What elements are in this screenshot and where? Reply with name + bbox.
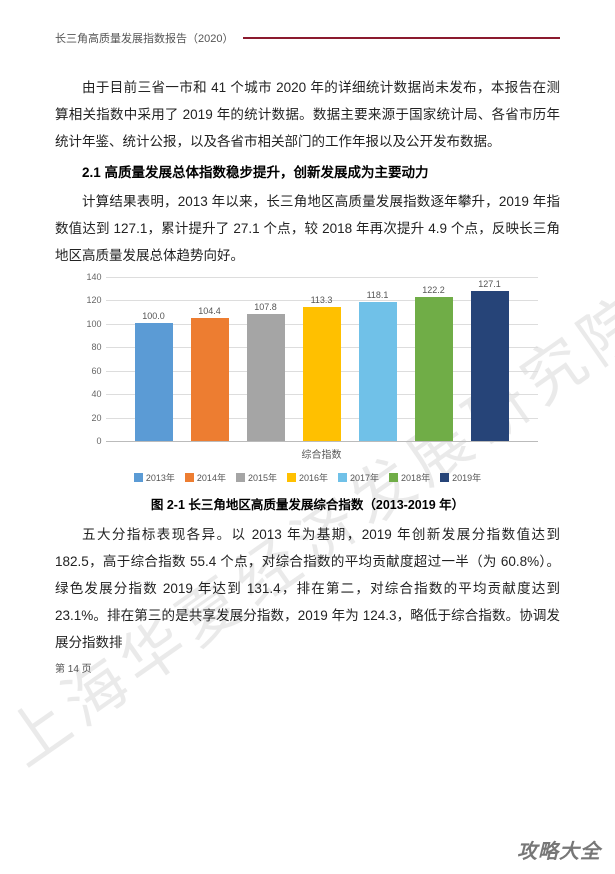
chart-bar-value-label: 104.4 <box>198 306 221 316</box>
chart-bars-group: 100.0 104.4 107.8 113.3 118.1 122.2 127.1 <box>106 277 538 441</box>
chart-legend: 2013年 2014年 2015年 2016年 2017年 2018年 2019年 <box>78 471 538 484</box>
paragraph-2: 计算结果表明，2013 年以来，长三角地区高质量发展指数逐年攀升，2019 年指… <box>55 188 560 269</box>
bar-chart: 020406080100120140100.0104.4107.8113.311… <box>78 277 538 484</box>
chart-bar-column: 107.8 <box>247 302 285 441</box>
legend-item: 2014年 <box>185 471 226 484</box>
page-number: 第 14 页 <box>55 660 560 675</box>
chart-bar <box>359 302 397 441</box>
legend-label: 2017年 <box>350 471 379 484</box>
chart-bar <box>191 318 229 441</box>
legend-label: 2016年 <box>299 471 328 484</box>
chart-ytick: 100 <box>78 319 102 329</box>
legend-label: 2018年 <box>401 471 430 484</box>
chart-bar-value-label: 100.0 <box>142 311 165 321</box>
chart-caption: 图 2-1 长三角地区高质量发展综合指数（2013-2019 年） <box>55 494 560 513</box>
legend-swatch <box>236 473 245 482</box>
legend-label: 2013年 <box>146 471 175 484</box>
chart-bar <box>415 297 453 441</box>
chart-ytick: 140 <box>78 272 102 282</box>
header-rule <box>243 37 560 39</box>
chart-ytick: 0 <box>78 436 102 446</box>
legend-swatch <box>440 473 449 482</box>
legend-label: 2015年 <box>248 471 277 484</box>
chart-bar <box>247 314 285 441</box>
legend-item: 2016年 <box>287 471 328 484</box>
footer-brand: 攻略大全 <box>517 835 601 864</box>
chart-ytick: 20 <box>78 413 102 423</box>
legend-swatch <box>134 473 143 482</box>
chart-bar-column: 122.2 <box>415 285 453 441</box>
chart-bar-value-label: 122.2 <box>422 285 445 295</box>
chart-bar-value-label: 118.1 <box>367 290 389 300</box>
chart-bar-column: 104.4 <box>191 306 229 441</box>
legend-swatch <box>338 473 347 482</box>
chart-ytick: 40 <box>78 389 102 399</box>
legend-label: 2014年 <box>197 471 226 484</box>
legend-item: 2018年 <box>389 471 430 484</box>
chart-bar-value-label: 113.3 <box>311 295 333 305</box>
chart-bar-column: 113.3 <box>303 295 341 441</box>
chart-bar <box>303 307 341 441</box>
legend-item: 2013年 <box>134 471 175 484</box>
chart-bar-value-label: 107.8 <box>254 302 277 312</box>
paragraph-3: 五大分指标表现各异。以 2013 年为基期，2019 年创新发展分指数值达到 1… <box>55 521 560 656</box>
legend-swatch <box>287 473 296 482</box>
chart-ytick: 120 <box>78 295 102 305</box>
chart-bar-column: 100.0 <box>135 311 173 441</box>
paragraph-1: 由于目前三省一市和 41 个城市 2020 年的详细统计数据尚未发布，本报告在测… <box>55 74 560 155</box>
page-content: 长三角高质量发展指数报告（2020） 由于目前三省一市和 41 个城市 2020… <box>0 0 615 695</box>
chart-bar <box>135 323 173 441</box>
chart-x-axis-label: 综合指数 <box>106 446 538 461</box>
chart-plot-area: 020406080100120140100.0104.4107.8113.311… <box>106 277 538 442</box>
legend-item: 2019年 <box>440 471 481 484</box>
legend-item: 2017年 <box>338 471 379 484</box>
legend-swatch <box>389 473 398 482</box>
section-title: 2.1 高质量发展总体指数稳步提升，创新发展成为主要动力 <box>55 159 560 186</box>
chart-bar-column: 127.1 <box>471 279 509 441</box>
legend-item: 2015年 <box>236 471 277 484</box>
legend-swatch <box>185 473 194 482</box>
chart-bar <box>471 291 509 441</box>
chart-ytick: 60 <box>78 366 102 376</box>
chart-bar-column: 118.1 <box>359 290 397 441</box>
chart-bar-value-label: 127.1 <box>478 279 501 289</box>
chart-ytick: 80 <box>78 342 102 352</box>
header-title: 长三角高质量发展指数报告（2020） <box>55 30 233 46</box>
legend-label: 2019年 <box>452 471 481 484</box>
page-header: 长三角高质量发展指数报告（2020） <box>55 30 560 46</box>
